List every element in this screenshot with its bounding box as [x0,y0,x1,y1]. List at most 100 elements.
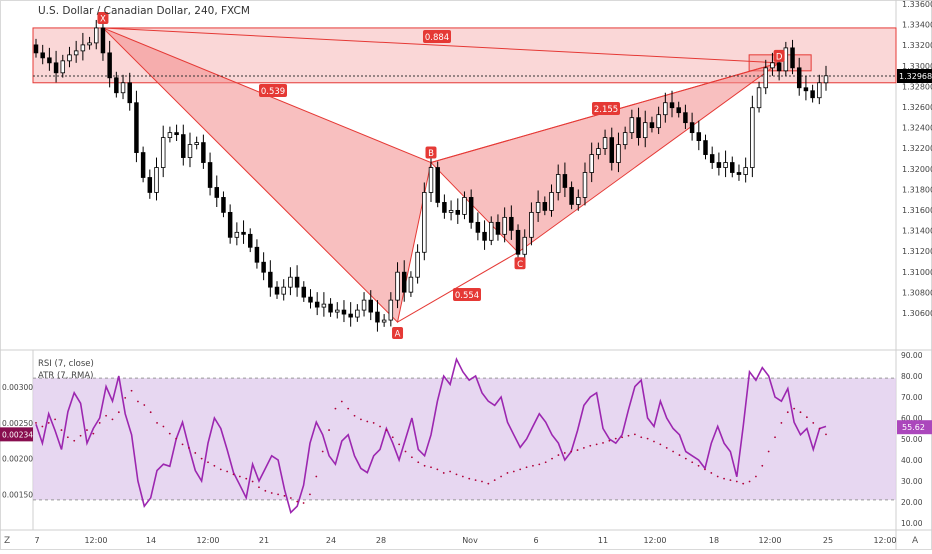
atr-dot [321,450,324,453]
candle-body [221,197,226,213]
atr-dot [436,468,439,471]
candle-body [274,286,280,295]
atr-dot [111,418,114,421]
atr-dot [729,479,732,482]
atr-dot [621,436,624,439]
candle-body [589,154,594,173]
candle-body [174,132,179,136]
atr-dot [461,475,464,478]
point-c-label: C [517,260,523,270]
candle-body [134,102,139,153]
candle-body [629,117,635,134]
candle-body [709,154,715,163]
zoom-z-label[interactable]: Z [4,536,10,546]
atr-dot [315,475,318,478]
point-a-badge [392,327,404,340]
atr-dot [309,493,311,496]
atr-dot [98,422,101,424]
candle-body [127,82,132,104]
candle-body [676,107,681,114]
atr-dot [805,416,808,419]
point-b-badge [425,146,437,159]
atr-dot [748,480,751,483]
candle-body [750,107,755,168]
ratio-badge [453,288,481,301]
atr-dot [512,470,515,473]
candle-body [636,117,641,139]
candle-body [663,102,668,116]
atr-dot [245,477,248,480]
candle-body [314,301,320,308]
atr-dot [646,437,649,440]
atr-dot [258,486,260,489]
candle-body [328,303,333,313]
candle-body [33,44,39,54]
atr-dot [379,425,381,428]
atr-dot [188,447,190,449]
atr-dot [614,437,617,440]
candle-body [495,221,501,235]
price-tick-label: 1.31600 [902,206,932,215]
atr-tick-label: 0.00250 [2,419,33,428]
price-tick-label: 1.33200 [902,41,932,50]
rsi-band [33,378,896,500]
candle-body [770,62,775,69]
atr-dot [589,444,592,447]
atr-dot [519,468,522,471]
rsi-line[interactable] [35,356,827,515]
candle-body [401,271,407,293]
atr-dot [684,457,687,460]
candle-body [515,229,521,255]
ac-line [397,251,519,323]
atr-dot [755,475,757,478]
candle-body [60,60,66,74]
atr-dot [143,404,146,406]
atr-dot [194,452,197,454]
candle-body [388,299,394,321]
candle-body [468,197,474,223]
atr-dot [117,411,120,414]
auto-scale-a-label[interactable]: A [912,536,919,546]
rsi-value-label: 55.62 [902,423,925,432]
candle-body [73,50,79,56]
candle-body [167,132,173,139]
atr-dot [455,473,458,476]
rsi-tick-label: 60.00 [901,414,923,423]
atr-dot [334,407,337,410]
candle-body [80,44,86,52]
candle-body [502,216,507,235]
atr-dot [474,479,477,482]
atr-dot [398,443,401,446]
candle-body [763,67,768,89]
candle-body [87,42,92,46]
candle-body [435,167,440,203]
rsi-pane[interactable]: 90.00 80.00 70.00 60.00 50.00 40.00 30.00 20.00… [0,351,932,528]
atr-dot [812,422,815,424]
candle-body [67,54,72,62]
candle-body [642,122,648,139]
ratio-label: 2.155 [594,105,618,115]
chart-title: U.S. Dollar / Canadian Dollar, 240, FXCM [38,5,250,17]
candle-body [596,148,601,155]
candle-body [649,122,655,129]
harmonic-pattern[interactable] [32,27,897,324]
candle-body [254,246,260,263]
atr-dot [780,422,783,424]
last-price-label: 1.32968 [899,72,932,81]
atr-dot [137,400,139,403]
price-tick-label: 1.33000 [902,62,932,71]
atr-dot [226,470,229,473]
candle-body [361,299,367,311]
atr-value-label: 0.00234 [2,430,33,439]
candle-body [301,286,307,298]
candle-body [555,174,561,193]
price-tick-label: 1.31000 [902,268,932,277]
candle-body [408,276,414,293]
bcd-triangle[interactable] [430,62,780,253]
candle-body [736,172,742,175]
candle-body [616,144,621,163]
atr-dot [181,443,184,446]
candle-body [247,233,253,248]
